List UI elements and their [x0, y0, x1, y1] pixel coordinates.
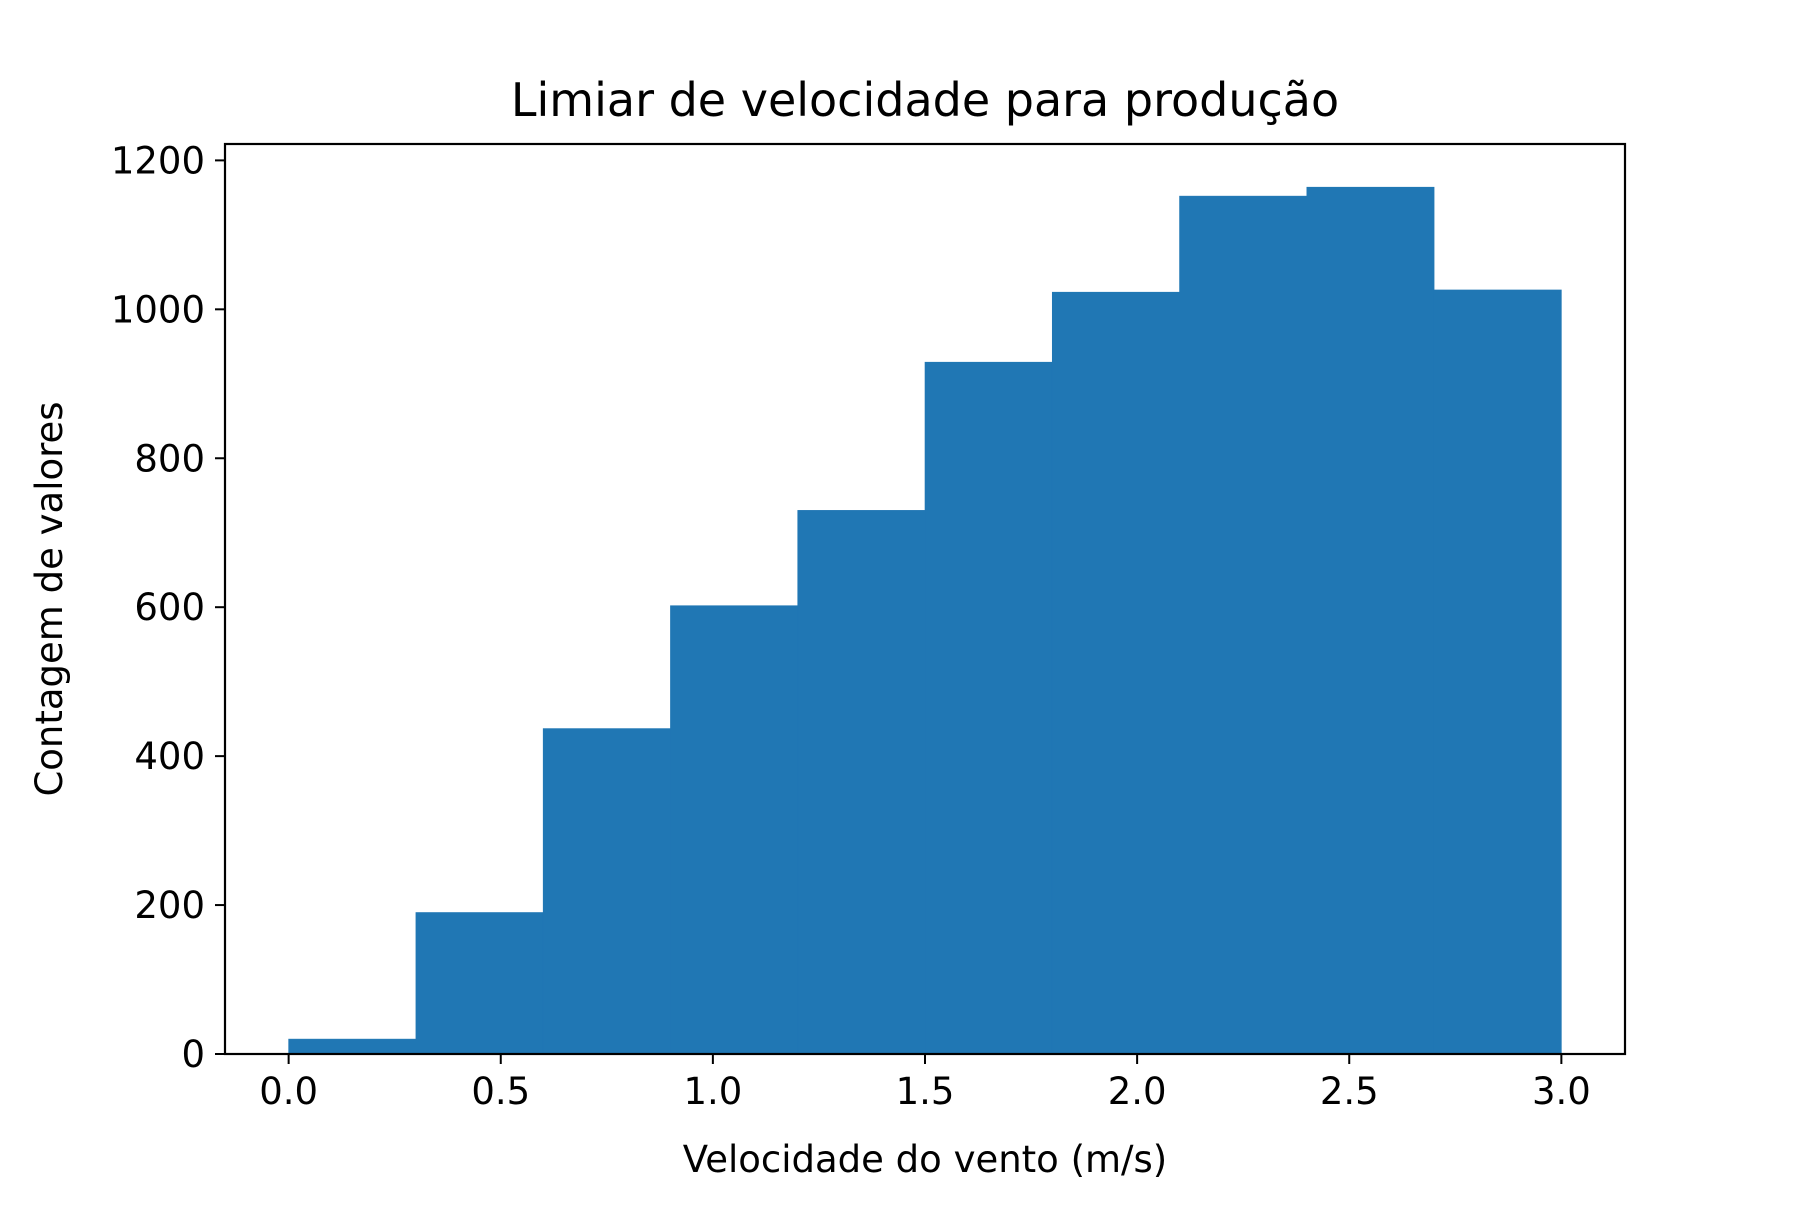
y-tick-label: 0 [181, 1033, 205, 1076]
x-axis-ticks: 0.0 0.5 1.0 1.5 2.0 2.5 3.0 [259, 1054, 1591, 1113]
y-tick-label: 1000 [111, 288, 205, 331]
bars-layer [288, 186, 1562, 1055]
y-axis-ticks: 0 200 400 600 800 1000 1200 [111, 139, 225, 1076]
y-tick-label: 200 [134, 884, 205, 927]
y-tick-label: 600 [134, 586, 205, 629]
histogram-bar [1433, 289, 1562, 1055]
histogram-bar [924, 361, 1053, 1055]
plot-frame [223, 142, 1627, 1056]
histogram-bar [542, 728, 671, 1055]
x-tick-label: 1.5 [896, 1070, 955, 1113]
x-tick-label: 2.5 [1320, 1070, 1379, 1113]
histogram-bar [1179, 195, 1308, 1055]
histogram-bar [670, 605, 799, 1055]
x-axis-label: Velocidade do vento (m/s) [683, 1138, 1167, 1181]
histogram-bar [1306, 186, 1435, 1055]
y-tick-label: 400 [134, 735, 205, 778]
x-tick-label: 2.0 [1108, 1070, 1167, 1113]
histogram-bar [1051, 291, 1180, 1055]
y-tick-label: 1200 [111, 139, 205, 182]
histogram-bar [288, 1038, 417, 1055]
x-tick-label: 0.5 [471, 1070, 530, 1113]
x-tick-label: 3.0 [1532, 1070, 1591, 1113]
y-tick-label: 800 [134, 437, 205, 480]
x-tick-label: 1.0 [683, 1070, 742, 1113]
histogram-bar [415, 912, 544, 1055]
x-tick-label: 0.0 [259, 1070, 318, 1113]
y-axis-label: Contagem de valores [28, 401, 71, 796]
chart-title: Limiar de velocidade para produção [511, 73, 1339, 127]
histogram-bar [797, 510, 926, 1055]
